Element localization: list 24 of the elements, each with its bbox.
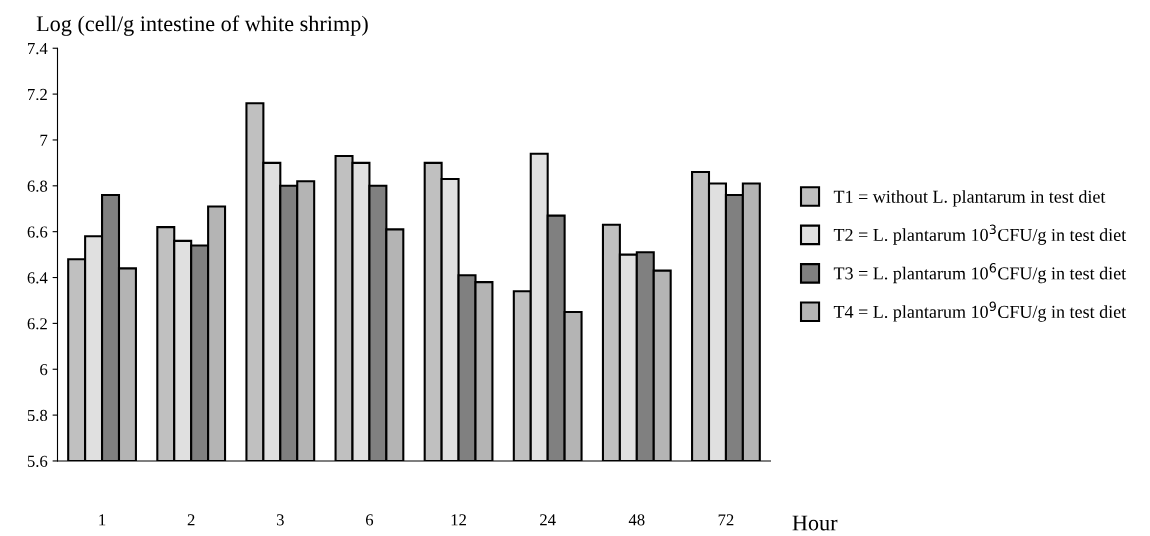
x-axis-title: Hour — [792, 515, 838, 531]
x-tick-label: 24 — [540, 514, 556, 526]
x-tick-label: 48 — [628, 514, 645, 526]
legend-label: T4 = L. plantarum 10$^{9}$CFU/g in test diet — [833, 301, 1127, 322]
x-tick-label: 72 — [718, 514, 734, 526]
x-tick-label: 1 — [99, 514, 106, 526]
y-tick-label: 6.6 — [27, 226, 48, 238]
x-tick-label: 3 — [276, 514, 284, 526]
legend-label: T1 = without L. plantarum in test diet — [833, 190, 1106, 207]
x-tick-label: 12 — [451, 514, 466, 526]
y-tick-label: 6.4 — [27, 272, 48, 284]
y-tick-label: 5.8 — [27, 409, 48, 422]
y-tick-label: 7.4 — [28, 43, 48, 55]
y-tick-label: 6.8 — [27, 180, 48, 192]
legend-label: T2 = L. plantarum 10$^{3}$CFU/g in test diet — [833, 224, 1127, 245]
y-tick-label: 6.2 — [27, 318, 47, 330]
y-tick-label: 6 — [40, 363, 48, 376]
y-tick-label: 7 — [40, 134, 48, 146]
x-tick-label: 2 — [187, 514, 195, 526]
y-tick-label: 5.6 — [27, 455, 48, 467]
y-tick-label: 7.2 — [28, 88, 47, 101]
legend-label: T3 = L. plantarum 10$^{6}$CFU/g in test diet — [833, 263, 1127, 284]
y-axis-title: Log (cell/g intestine of white shrimp) — [36, 15, 368, 36]
x-tick-label: 6 — [365, 514, 374, 526]
